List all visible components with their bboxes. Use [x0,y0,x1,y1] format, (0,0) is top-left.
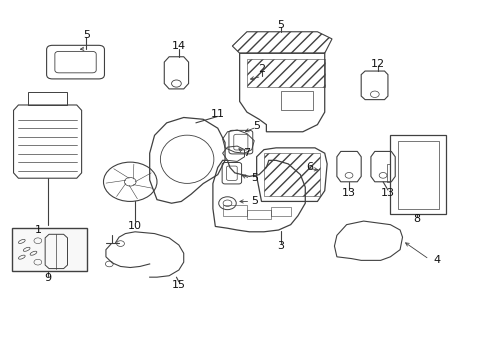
Text: 1: 1 [34,225,41,235]
Bar [281,91,312,111]
Text: 5: 5 [253,121,260,131]
Bar [12,228,87,271]
Text: 5: 5 [277,19,284,30]
Text: 3: 3 [277,241,284,251]
Bar [246,210,271,219]
Bar [222,205,246,216]
Text: 5: 5 [83,30,90,40]
Text: 5: 5 [250,197,257,206]
Text: 14: 14 [171,41,185,51]
Text: 6: 6 [306,162,313,172]
Text: 12: 12 [370,59,385,69]
Text: 2: 2 [258,64,264,74]
Bar [397,141,438,208]
Text: 11: 11 [210,109,224,119]
Bar [389,135,446,214]
Text: 10: 10 [128,221,142,231]
Text: 7: 7 [243,148,250,158]
Text: 5: 5 [250,173,257,183]
Text: 13: 13 [380,188,394,198]
Text: 8: 8 [413,214,420,224]
Bar [271,207,290,216]
Text: 9: 9 [44,273,51,283]
Text: 4: 4 [432,255,439,265]
Text: 13: 13 [341,188,355,198]
Text: 15: 15 [171,280,185,291]
